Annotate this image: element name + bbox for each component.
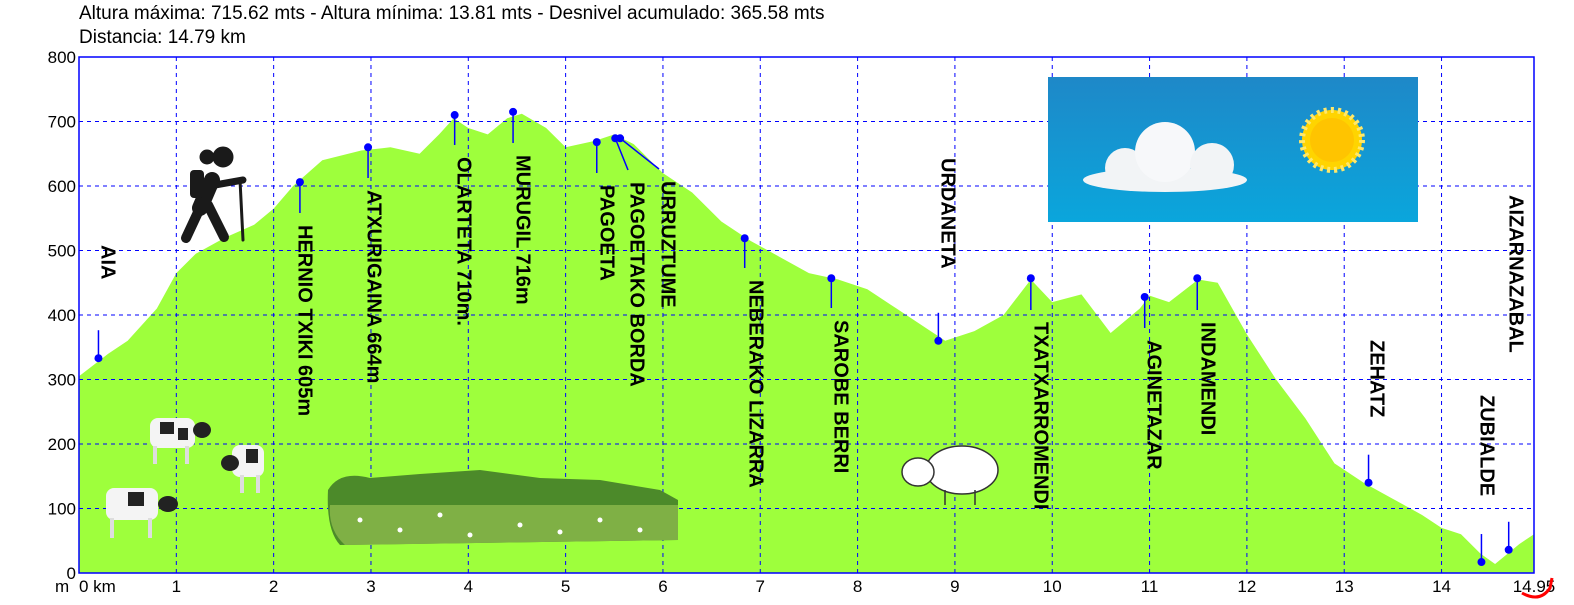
x-tick-label: 0 km xyxy=(79,577,116,596)
waypoint-marker xyxy=(740,234,749,243)
waypoint-label: URDANETA xyxy=(937,158,959,269)
waypoint: INDAMENDI xyxy=(1193,274,1219,435)
cloud-icon xyxy=(1083,122,1247,192)
x-tick-label: 1 xyxy=(172,577,181,596)
waypoint-label: PAGOETAKO BORDA xyxy=(626,182,648,387)
x-tick-label: 3 xyxy=(366,577,375,596)
x-tick-label: 13 xyxy=(1335,577,1354,596)
waypoint-label: OLARTETA 710m. xyxy=(453,157,475,326)
waypoint-label: NEBERAKO LIZARRA xyxy=(745,280,767,488)
x-tick-label: 8 xyxy=(853,577,862,596)
waypoint: MURUGIL 716m xyxy=(509,107,534,305)
y-tick-label: 600 xyxy=(48,177,76,196)
waypoint-label: AIZARNAZABAL xyxy=(1505,195,1527,353)
y-tick-label: 300 xyxy=(48,371,76,390)
x-tick-label: 11 xyxy=(1141,577,1159,596)
waypoint-label: SAROBE BERRI xyxy=(830,320,852,473)
waypoint-marker xyxy=(1504,545,1513,554)
stats-line: Altura máxima: 715.62 mts - Altura mínim… xyxy=(79,3,825,24)
waypoint-label: MURUGIL 716m xyxy=(512,155,534,305)
waypoint: SAROBE BERRI xyxy=(827,274,852,473)
x-tick-label: 6 xyxy=(658,577,667,596)
waypoint: PAGOETA xyxy=(592,138,618,281)
waypoint: ZUBIALDE xyxy=(1476,395,1498,567)
waypoint-marker xyxy=(1193,274,1202,283)
waypoint: URDANETA xyxy=(934,158,959,345)
waypoint-label: AGINETAZAR xyxy=(1143,340,1165,470)
y-tick-label: 800 xyxy=(48,48,76,67)
waypoint-label: INDAMENDI xyxy=(1197,322,1219,435)
x-tick-label: 14.95 xyxy=(1513,577,1556,596)
waypoint-marker xyxy=(616,134,625,143)
waypoint: AGINETAZAR xyxy=(1140,292,1165,470)
sheep-image xyxy=(901,445,999,505)
hiker-icon xyxy=(181,146,247,243)
x-tick-label: 9 xyxy=(950,577,959,596)
waypoint-marker xyxy=(94,354,103,363)
x-tick-label: 7 xyxy=(756,577,765,596)
x-tick-label: 5 xyxy=(561,577,570,596)
plot-frame xyxy=(78,56,1535,574)
waypoint: ATXURIGAINA 664m xyxy=(363,143,385,383)
waypoint-marker xyxy=(364,143,373,152)
y-tick-label: 0 xyxy=(67,564,76,583)
x-tick-label: 2 xyxy=(269,577,278,596)
waypoint: TXATXARROMENDI xyxy=(1026,274,1052,509)
waypoint-label: TXATXARROMENDI xyxy=(1030,322,1052,509)
waypoint-stem xyxy=(619,137,660,170)
waypoint-label: ZUBIALDE xyxy=(1476,395,1498,496)
waypoint: HERNIO TXIKI 605m xyxy=(294,178,316,416)
waypoint-label: PAGOETA xyxy=(596,185,618,281)
x-tick-label: 12 xyxy=(1237,577,1256,596)
waypoint-label: AIA xyxy=(97,245,119,279)
elevation-area xyxy=(79,113,1534,573)
waypoint-label: HERNIO TXIKI 605m xyxy=(294,225,316,416)
waypoint-marker xyxy=(1364,478,1373,487)
sky-sun-cloud-image xyxy=(1048,77,1418,222)
waypoint-marker xyxy=(827,274,836,283)
waypoint: ZEHATZ xyxy=(1364,340,1388,487)
waypoint-stem xyxy=(614,137,629,171)
waypoint-marker xyxy=(295,178,304,187)
y-tick-label: 200 xyxy=(48,435,76,454)
waypoint-marker xyxy=(1140,292,1149,301)
red-annotation-mark xyxy=(1521,577,1554,599)
sun-icon xyxy=(1299,107,1365,173)
waypoint-marker xyxy=(934,336,943,345)
waypoint-marker xyxy=(1477,558,1486,567)
waypoint-marker xyxy=(450,111,459,120)
waypoint: NEBERAKO LIZARRA xyxy=(740,234,767,488)
meadow-image xyxy=(327,470,678,545)
y-tick-label: 500 xyxy=(48,242,76,261)
waypoint-marker xyxy=(1026,274,1035,283)
y-unit-label: m xyxy=(55,577,69,596)
waypoint: URRUZTUME xyxy=(616,134,679,308)
distance-line: Distancia: 14.79 km xyxy=(79,27,246,48)
waypoint-label: URRUZTUME xyxy=(657,181,679,308)
cow-image xyxy=(106,418,264,538)
waypoint: OLARTETA 710m. xyxy=(450,111,475,326)
y-tick-label: 100 xyxy=(48,500,76,519)
x-tick-label: 14 xyxy=(1432,577,1451,596)
x-tick-label: 10 xyxy=(1043,577,1062,596)
x-tick-label: 4 xyxy=(464,577,473,596)
chart-header: Altura máxima: 715.62 mts - Altura mínim… xyxy=(79,2,825,50)
y-tick-label: 700 xyxy=(48,113,76,132)
waypoint: AIZARNAZABAL xyxy=(1504,195,1527,554)
waypoint-label: ZEHATZ xyxy=(1366,340,1388,417)
waypoint-marker xyxy=(592,138,601,147)
waypoint-marker xyxy=(509,107,518,116)
y-tick-label: 400 xyxy=(48,306,76,325)
waypoint: AIA xyxy=(94,245,119,363)
waypoint-label: ATXURIGAINA 664m xyxy=(363,190,385,383)
